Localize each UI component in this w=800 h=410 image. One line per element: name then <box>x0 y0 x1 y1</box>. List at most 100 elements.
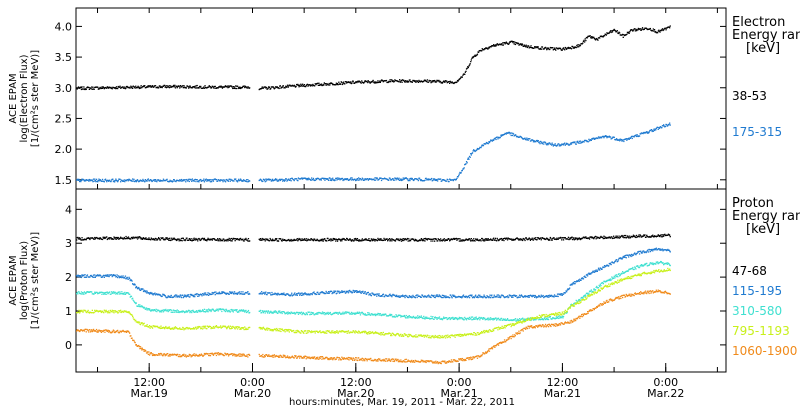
data-point <box>450 179 453 181</box>
data-point <box>624 236 626 239</box>
data-point <box>622 235 624 237</box>
data-point <box>195 87 198 89</box>
data-point <box>177 310 180 312</box>
data-point <box>296 293 298 295</box>
data-point <box>133 284 135 286</box>
data-point <box>170 237 172 239</box>
data-point <box>190 310 192 312</box>
data-point <box>174 311 176 313</box>
data-point <box>86 86 89 88</box>
data-point <box>127 237 129 240</box>
data-point <box>633 253 635 255</box>
data-point <box>598 268 600 270</box>
data-point <box>355 313 357 315</box>
data-point <box>417 80 419 83</box>
data-point <box>156 239 159 241</box>
data-point <box>570 238 572 240</box>
data-point <box>301 292 303 294</box>
data-point <box>483 238 485 240</box>
data-point <box>635 30 638 32</box>
data-point <box>95 178 98 180</box>
data-point <box>281 293 283 296</box>
data-point <box>187 295 189 297</box>
data-point <box>657 128 659 130</box>
data-point <box>78 276 80 278</box>
data-point <box>184 179 186 181</box>
data-point <box>578 46 580 48</box>
data-point <box>597 137 599 140</box>
data-point <box>502 319 504 321</box>
data-point <box>135 85 137 87</box>
data-point <box>443 80 445 82</box>
data-point <box>486 318 488 320</box>
data-point <box>562 293 565 295</box>
data-point <box>323 82 325 84</box>
data-point <box>282 293 284 296</box>
data-point <box>619 257 621 260</box>
data-point <box>661 127 663 129</box>
data-point <box>186 178 188 181</box>
data-point <box>182 296 184 299</box>
data-point <box>329 82 331 85</box>
data-point <box>514 319 516 321</box>
data-point <box>211 87 213 89</box>
data-point <box>139 86 141 88</box>
data-point <box>535 295 537 298</box>
data-point <box>442 317 444 320</box>
data-point <box>488 141 490 143</box>
data-point <box>591 37 593 39</box>
data-point <box>399 81 401 83</box>
data-point <box>578 298 580 301</box>
data-point <box>218 308 221 310</box>
data-point <box>512 296 514 298</box>
data-point <box>546 48 548 50</box>
data-point <box>508 131 510 134</box>
data-point <box>183 180 185 182</box>
data-point <box>297 239 300 241</box>
data-point <box>657 263 659 265</box>
data-point <box>106 291 108 293</box>
data-point <box>520 44 523 46</box>
data-point <box>267 88 269 90</box>
data-point <box>86 274 89 276</box>
data-point <box>221 87 224 89</box>
data-point <box>121 291 123 293</box>
data-point <box>543 48 545 50</box>
data-point <box>337 291 339 293</box>
data-point <box>164 86 166 88</box>
data-point <box>110 293 112 295</box>
data-point <box>532 239 535 241</box>
data-point <box>667 125 669 127</box>
data-point <box>411 296 413 298</box>
data-point <box>247 179 249 181</box>
data-point <box>355 179 357 181</box>
data-point <box>320 292 322 294</box>
data-point <box>336 82 339 85</box>
data-point <box>628 31 630 33</box>
data-point <box>335 240 337 242</box>
data-point <box>645 251 647 254</box>
data-point <box>117 276 119 279</box>
data-point <box>232 309 234 311</box>
data-point <box>584 275 586 277</box>
data-point <box>87 179 89 181</box>
data-point <box>186 311 189 313</box>
data-point <box>540 141 542 143</box>
data-point <box>89 87 92 89</box>
data-point <box>165 179 167 182</box>
data-point <box>566 312 568 314</box>
data-point <box>182 87 184 89</box>
data-point <box>223 291 225 294</box>
data-point <box>623 272 625 274</box>
data-point <box>609 136 612 138</box>
data-point <box>224 310 227 313</box>
data-point <box>336 177 339 179</box>
data-point <box>329 239 331 241</box>
data-point <box>106 87 108 89</box>
data-point <box>152 310 154 312</box>
data-point <box>362 312 365 315</box>
data-point <box>182 294 184 296</box>
data-point <box>368 178 370 181</box>
data-point <box>581 141 583 144</box>
data-point <box>333 238 335 241</box>
